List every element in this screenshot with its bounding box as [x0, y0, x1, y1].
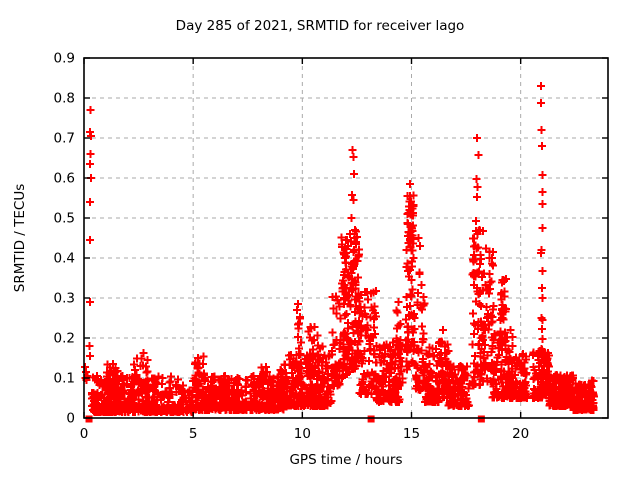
y-tick-label: 0.4 [54, 251, 75, 267]
plot-frame [83, 57, 609, 419]
x-tick-label: 15 [403, 426, 420, 442]
chart-title: Day 285 of 2021, SRMTID for receiver lag… [175, 18, 465, 34]
y-tick-label: 0.8 [54, 91, 75, 107]
y-tick-label: 0.7 [54, 131, 75, 147]
y-tick-label: 0.3 [54, 291, 75, 307]
zero-square-marker [477, 415, 485, 423]
y-tick-label: 0.1 [54, 371, 75, 387]
y-axis-label: SRMTID / TECUs [12, 183, 28, 293]
y-tick-label: 0.5 [54, 211, 75, 227]
x-tick-label: 10 [294, 426, 311, 442]
x-tick-label: 0 [80, 426, 89, 442]
y-tick-label: 0.9 [54, 51, 75, 67]
y-tick-label: 0.2 [54, 331, 75, 347]
scatter-points [81, 82, 598, 416]
y-tick-label: 0.6 [54, 171, 75, 187]
y-tick-label: 0 [66, 411, 75, 427]
x-axis-label: GPS time / hours [289, 452, 403, 468]
x-tick-label: 5 [189, 426, 198, 442]
zero-square-marker [367, 415, 375, 423]
zero-square-marker [85, 415, 93, 423]
x-tick-label: 20 [512, 426, 529, 442]
